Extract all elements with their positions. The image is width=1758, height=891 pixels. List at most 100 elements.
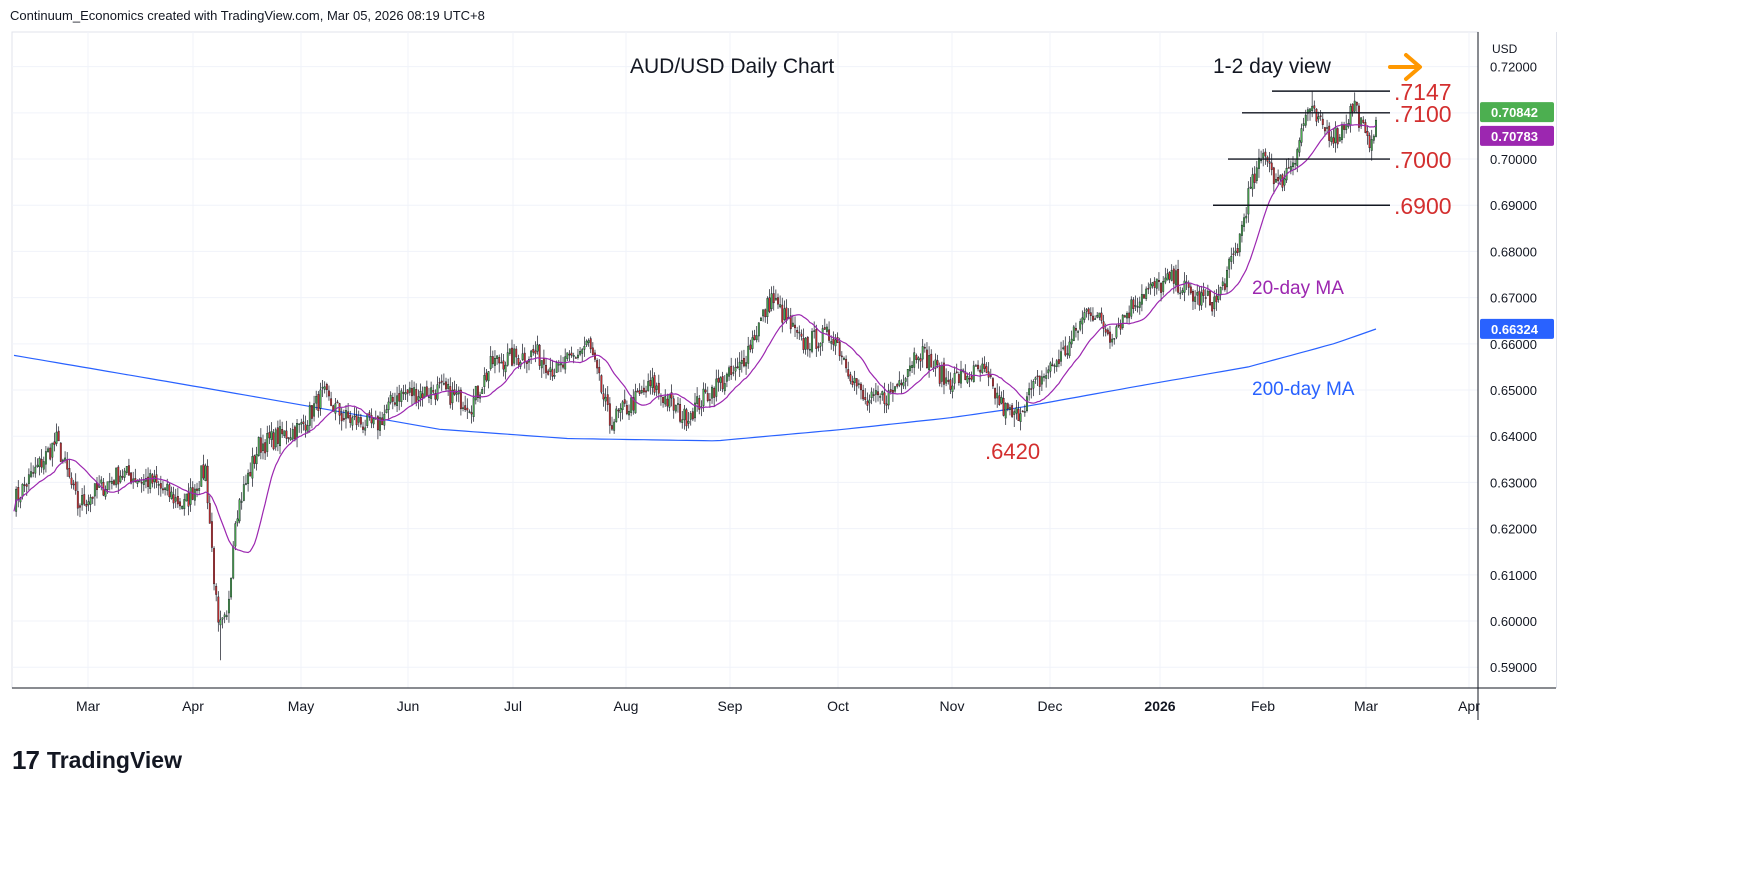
candle-body: [298, 423, 301, 425]
candle-body: [1028, 388, 1031, 396]
candle-body: [245, 483, 247, 485]
candle-body: [127, 465, 130, 476]
candle-body: [557, 363, 560, 366]
candle-body: [1036, 375, 1039, 378]
candle-body: [238, 499, 241, 522]
candle-body: [1113, 338, 1116, 340]
candle-body: [1149, 283, 1152, 289]
candle-body: [998, 395, 1001, 405]
candle-body: [436, 384, 439, 400]
candle-body: [649, 380, 652, 387]
candle-body: [630, 397, 633, 413]
candle-body: [1234, 250, 1237, 254]
ma200-label: 200-day MA: [1252, 379, 1355, 400]
candle-body: [185, 493, 188, 502]
candle-body: [532, 348, 535, 353]
candle-body: [459, 389, 462, 410]
x-tick-label: May: [288, 698, 314, 714]
candle-body: [387, 401, 390, 411]
candle-body: [574, 357, 577, 359]
candle-body: [736, 366, 739, 368]
candle-body: [1047, 369, 1050, 374]
candle-body: [1032, 381, 1035, 389]
candle-body: [91, 496, 94, 499]
candle-body: [1153, 281, 1156, 288]
candle-body: [662, 396, 665, 403]
candle-body: [1136, 306, 1139, 308]
candle-body: [451, 389, 454, 404]
candle-body: [504, 364, 507, 373]
candle-body: [881, 391, 884, 396]
candle-body: [1192, 291, 1194, 302]
candle-body: [1336, 128, 1339, 145]
candle-body: [1009, 407, 1011, 410]
candle-body: [1238, 233, 1241, 253]
candle-body: [791, 322, 794, 327]
candle-body: [777, 297, 779, 305]
candle-body: [296, 423, 298, 438]
tradingview-brand: TradingView: [46, 747, 182, 773]
candle-body: [1098, 312, 1101, 318]
candle-body: [721, 376, 724, 390]
candle-body: [404, 392, 407, 395]
candle-body: [183, 499, 186, 510]
candle-body: [734, 366, 737, 372]
candle-body: [930, 353, 933, 368]
candle-body: [385, 409, 388, 414]
level-label: .7000: [1394, 147, 1452, 173]
candle-body: [838, 341, 841, 357]
candle-body: [359, 417, 362, 425]
candle-body: [440, 380, 443, 383]
candle-body: [1311, 105, 1314, 112]
candle-body: [287, 437, 290, 439]
candle-body: [485, 372, 488, 381]
y-tick-label: 0.67000: [1490, 291, 1537, 306]
candle-body: [81, 495, 84, 506]
candle-body: [227, 598, 230, 614]
candle-body: [966, 376, 969, 383]
candle-body: [393, 402, 396, 405]
candle-body: [1060, 351, 1062, 362]
candle-body: [472, 397, 475, 417]
candle-body: [889, 389, 892, 392]
candle-body: [570, 352, 573, 356]
candle-body: [728, 367, 730, 377]
candle-body: [345, 410, 347, 419]
candle-body: [900, 382, 903, 385]
candle-body: [815, 329, 818, 349]
candle-body: [438, 382, 441, 384]
candle-body: [877, 391, 879, 396]
candle-body: [76, 491, 79, 509]
candle-body: [1051, 364, 1054, 367]
candle-body: [1155, 278, 1158, 289]
candle-body: [813, 330, 816, 332]
candle-body: [445, 381, 447, 390]
candle-body: [468, 411, 471, 413]
candle-body: [608, 403, 611, 426]
candle-body: [270, 430, 273, 440]
candle-body: [338, 403, 341, 416]
candle-body: [21, 483, 24, 497]
candle-body: [1215, 295, 1218, 303]
candle-body: [347, 411, 350, 418]
candle-body: [872, 394, 875, 396]
candle-body: [530, 350, 533, 357]
candle-body: [242, 484, 245, 501]
y-tick-label: 0.64000: [1490, 429, 1537, 444]
candle-body: [281, 429, 284, 435]
candle-body: [1317, 116, 1320, 120]
candle-body: [617, 409, 620, 412]
candle-body: [591, 347, 594, 355]
candle-body: [362, 426, 364, 430]
candle-body: [225, 615, 228, 617]
candle-body: [1034, 377, 1037, 380]
candle-body: [943, 362, 945, 385]
candle-body: [1272, 167, 1275, 185]
candle-body: [977, 364, 979, 370]
candle-body: [115, 467, 118, 486]
candle-body: [349, 414, 352, 423]
x-tick-label: Mar: [1354, 698, 1378, 714]
y-tick-label: 0.62000: [1490, 522, 1537, 537]
